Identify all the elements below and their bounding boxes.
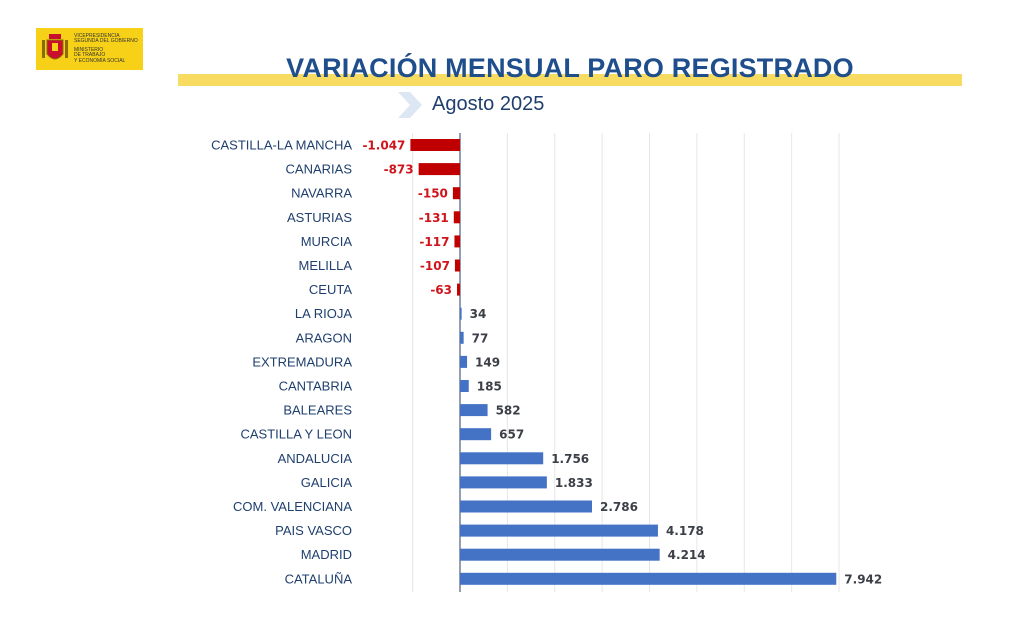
data-label: -1.047: [362, 139, 405, 153]
logo-line: y Economía Social: [74, 57, 126, 64]
bar: [460, 428, 492, 441]
data-label: -107: [420, 259, 450, 273]
bar: [453, 211, 460, 224]
data-label: 582: [496, 404, 521, 418]
bar: [452, 187, 460, 200]
bar: [460, 404, 488, 417]
data-label: 1.756: [551, 452, 589, 466]
bar: [460, 331, 464, 344]
data-label: 2.786: [600, 500, 638, 514]
bar: [454, 235, 460, 248]
data-label: 1.833: [555, 476, 593, 490]
bar: [418, 163, 460, 176]
category-label: CASTILLA Y LEON: [240, 427, 352, 442]
category-label: PAIS VASCO: [275, 523, 352, 538]
chart-subtitle: Agosto 2025: [432, 93, 545, 115]
bar: [457, 283, 460, 296]
category-label: LA RIOJA: [295, 306, 352, 321]
logo-line: Segunda del Gobierno: [74, 38, 138, 45]
data-label: 7.942: [844, 572, 882, 586]
category-label: ASTURIAS: [287, 210, 352, 225]
bar: [460, 476, 547, 489]
category-label: COM. VALENCIANA: [233, 499, 352, 514]
bar: [460, 355, 468, 368]
chart-title: VARIACIÓN MENSUAL PARO REGISTRADO: [286, 53, 854, 83]
data-label: -150: [418, 187, 448, 201]
logo-line: Vicepresidencia: [74, 32, 120, 39]
bar: [460, 452, 544, 465]
data-label: 77: [472, 331, 489, 345]
category-label: MELILLA: [299, 258, 353, 273]
bar: [460, 572, 837, 585]
ministry-logo: Vicepresidencia Segunda del Gobierno Min…: [36, 28, 143, 70]
data-label: -131: [419, 211, 449, 225]
category-label: NAVARRA: [291, 186, 352, 201]
category-label: CASTILLA-LA MANCHA: [211, 138, 352, 153]
data-label: 4.178: [666, 524, 704, 538]
category-label: MADRID: [301, 547, 352, 562]
data-label: -63: [430, 283, 452, 297]
label-layer: CASTILLA-LA MANCHA -1.047 CANARIAS -873 NAVA…: [211, 138, 882, 587]
category-label: MURCIA: [301, 234, 353, 249]
category-label: EXTREMADURA: [252, 354, 352, 369]
logo-line: Ministerio: [74, 46, 104, 53]
category-label: ANDALUCIA: [278, 451, 353, 466]
data-label: 34: [470, 307, 487, 321]
data-label: -873: [384, 163, 414, 177]
chevron-right-icon: [398, 92, 422, 118]
bar: [454, 259, 460, 272]
category-label: GALICIA: [301, 475, 353, 490]
bar: [460, 524, 658, 537]
data-label: -117: [419, 235, 449, 249]
bar: [460, 307, 462, 320]
category-label: BALEARES: [283, 403, 352, 418]
title-underline-band: [178, 74, 962, 86]
bar: [460, 500, 593, 513]
logo-line: de Trabajo: [74, 52, 106, 59]
data-label: 657: [499, 428, 524, 442]
bar-layer: [410, 139, 837, 585]
bar: [460, 548, 660, 561]
category-label: CANTABRIA: [279, 379, 353, 394]
category-label: CANARIAS: [286, 162, 353, 177]
data-label: 4.214: [668, 548, 706, 562]
category-label: ARAGON: [296, 330, 352, 345]
coat-of-arms-icon: [42, 34, 68, 60]
bar: [460, 380, 469, 392]
data-label: 185: [477, 380, 502, 394]
category-label: CEUTA: [309, 282, 352, 297]
data-label: 149: [475, 355, 500, 369]
bar: [410, 139, 460, 151]
category-label: CATALUÑA: [285, 571, 353, 586]
logo-text: Vicepresidencia Segunda del Gobierno Min…: [74, 32, 140, 65]
